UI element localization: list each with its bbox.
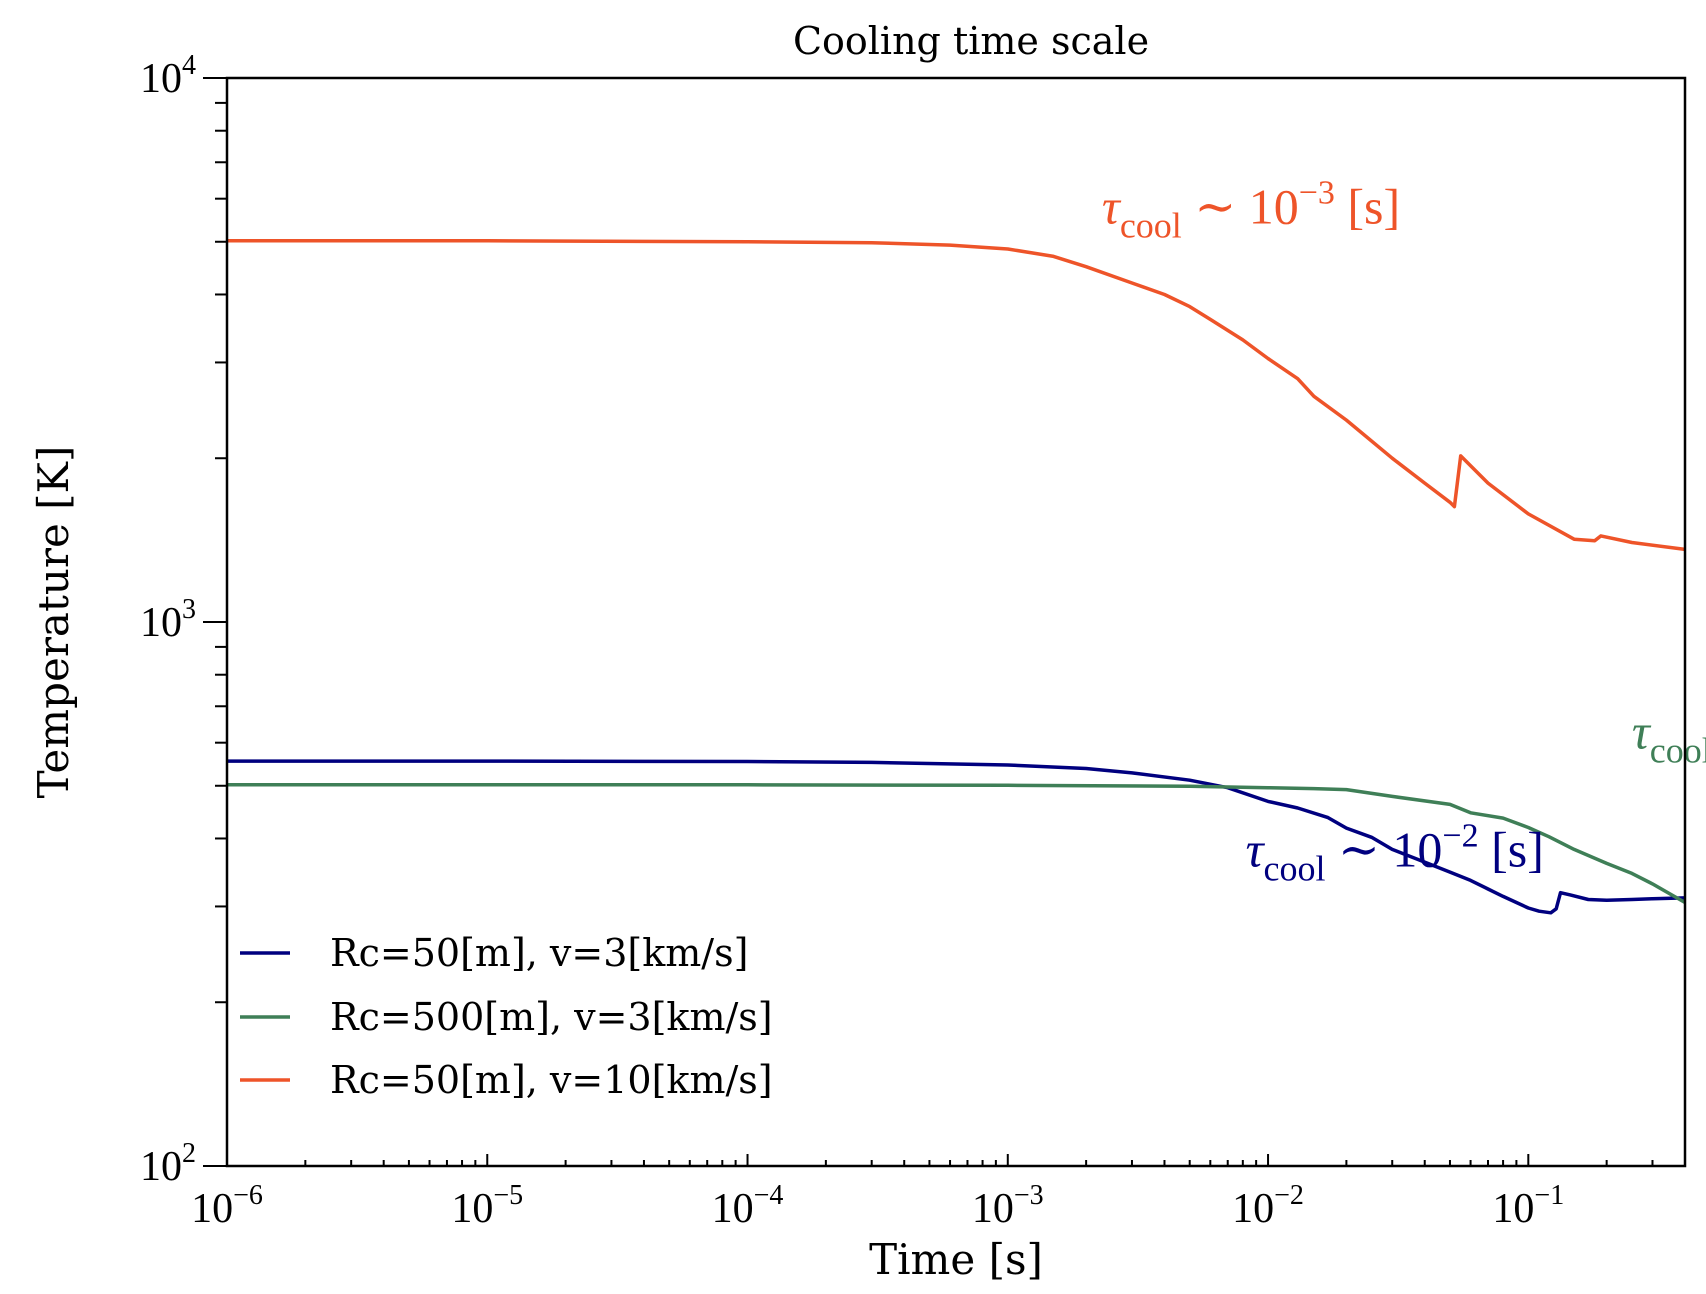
- annotation-0: τcool ∼ 10−3 [s]: [1102, 175, 1400, 246]
- plot-lines: [227, 239, 1686, 915]
- legend-label-0: Rc=50[m], v=3[km/s]: [330, 931, 748, 975]
- series-line-1: [227, 783, 1686, 905]
- x-tick-label-4: 10−2: [1232, 1180, 1304, 1232]
- y-axis-label: Temperature [K]: [29, 446, 78, 799]
- annotation-1: τcool ∼ 10−1 [s]: [1632, 700, 1706, 771]
- y-tick-label-1: 103: [140, 594, 196, 646]
- series-line-2: [227, 239, 1686, 552]
- x-tick-label-1: 10−5: [451, 1180, 523, 1232]
- legend-label-1: Rc=500[m], v=3[km/s]: [330, 995, 773, 1039]
- x-tick-label-3: 10−3: [972, 1180, 1044, 1232]
- x-tick-label-5: 10−1: [1492, 1180, 1564, 1232]
- annotation-2: τcool ∼ 10−2 [s]: [1246, 818, 1544, 889]
- legend: Rc=50[m], v=3[km/s] Rc=500[m], v=3[km/s] R…: [240, 931, 773, 1102]
- x-axis-ticks: 10−6 10−5 10−4 10−3 10−2 10−1: [191, 1154, 1686, 1232]
- x-tick-label-0: 10−6: [191, 1180, 263, 1232]
- y-tick-label-0: 102: [140, 1138, 196, 1190]
- series-line-0: [227, 759, 1686, 915]
- x-tick-label-2: 10−4: [712, 1180, 784, 1232]
- chart-title: Cooling time scale: [793, 19, 1149, 63]
- y-tick-label-2: 104: [140, 50, 196, 102]
- x-axis-label: Time [s]: [869, 1235, 1043, 1284]
- legend-label-2: Rc=50[m], v=10[km/s]: [330, 1058, 773, 1102]
- annotations: τcool ∼ 10−3 [s] τcool ∼ 10−1 [s] τcool ∼ …: [1102, 175, 1706, 889]
- y-axis-ticks: 102 103 104: [140, 50, 227, 1190]
